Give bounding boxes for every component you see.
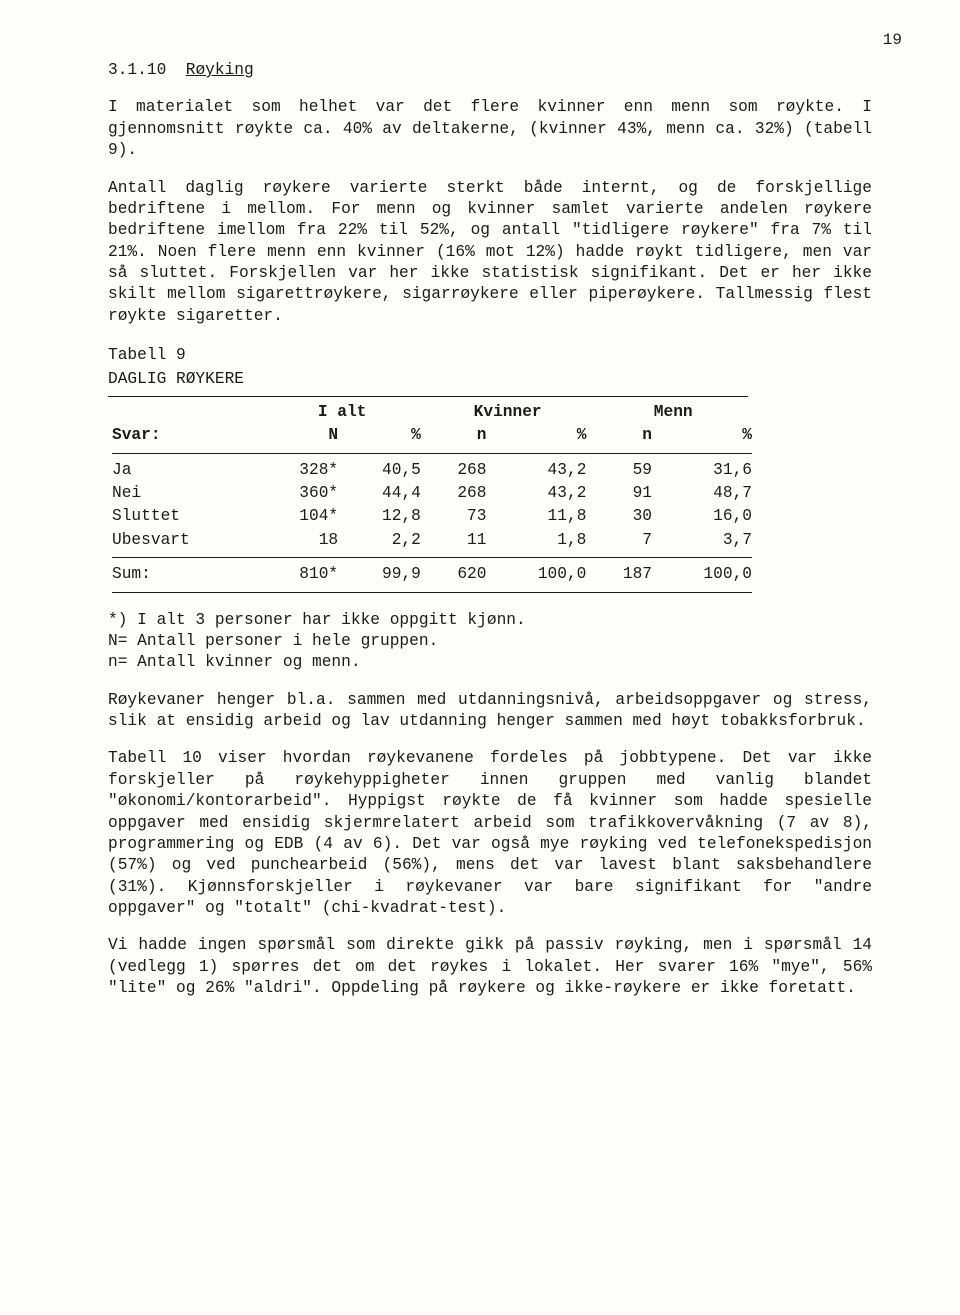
cell-mn: 59 <box>590 459 656 482</box>
col-svar: Svar: <box>108 424 259 447</box>
cell-label: Sum: <box>108 563 259 586</box>
table-row: Nei 360* 44,4 268 43,2 91 48,7 <box>108 482 756 505</box>
paragraph-1: I materialet som helhet var det flere kv… <box>108 97 872 161</box>
cell-label: Sluttet <box>108 505 259 528</box>
cell-mn: 7 <box>590 529 656 552</box>
col-group-kvinner: Kvinner <box>425 401 591 424</box>
cell-label: Ja <box>108 459 259 482</box>
cell-mpct: 31,6 <box>656 459 756 482</box>
cell-mn: 91 <box>590 482 656 505</box>
cell-kn: 620 <box>425 563 491 586</box>
cell-N: 328* <box>259 459 342 482</box>
table-rule-bottom <box>112 592 752 593</box>
cell-Npct: 2,2 <box>342 529 425 552</box>
document-page: 19 3.1.10 Røyking I materialet som helhe… <box>0 0 960 1315</box>
cell-mpct: 100,0 <box>656 563 756 586</box>
page-number: 19 <box>883 30 902 51</box>
footnote-2: N= Antall personer i hele gruppen. <box>108 631 872 652</box>
table-header-row-1: I alt Kvinner Menn <box>108 401 756 424</box>
table-rule-top <box>108 396 748 397</box>
table-row: Ja 328* 40,5 268 43,2 59 31,6 <box>108 459 756 482</box>
cell-label: Nei <box>108 482 259 505</box>
cell-Npct: 44,4 <box>342 482 425 505</box>
col-mn: n <box>590 424 656 447</box>
col-N: N <box>259 424 342 447</box>
col-kn: n <box>425 424 491 447</box>
cell-kpct: 1,8 <box>490 529 590 552</box>
cell-label: Ubesvart <box>108 529 259 552</box>
table-row: Ubesvart 18 2,2 11 1,8 7 3,7 <box>108 529 756 552</box>
col-kpct: % <box>490 424 590 447</box>
table-subtitle: DAGLIG RØYKERE <box>108 369 872 390</box>
cell-kn: 11 <box>425 529 491 552</box>
table-rule-header <box>112 453 752 454</box>
cell-kpct: 11,8 <box>490 505 590 528</box>
cell-Npct: 12,8 <box>342 505 425 528</box>
cell-mpct: 3,7 <box>656 529 756 552</box>
table-label: Tabell 9 <box>108 345 872 366</box>
cell-kpct: 43,2 <box>490 459 590 482</box>
section-title: Røyking <box>186 61 254 79</box>
paragraph-2: Antall daglig røykere varierte sterkt bå… <box>108 178 872 328</box>
cell-kn: 268 <box>425 459 491 482</box>
table-sum-row: Sum: 810* 99,9 620 100,0 187 100,0 <box>108 563 756 586</box>
table-footnotes: *) I alt 3 personer har ikke oppgitt kjø… <box>108 610 872 674</box>
table-rule-sum-top <box>112 557 752 558</box>
section-heading: 3.1.10 Røyking <box>108 60 872 81</box>
footnote-3: n= Antall kvinner og menn. <box>108 652 872 673</box>
cell-mn: 187 <box>590 563 656 586</box>
paragraph-3: Røykevaner henger bl.a. sammen med utdan… <box>108 690 872 733</box>
table-header-row-2: Svar: N % n % n % <box>108 424 756 447</box>
cell-N: 104* <box>259 505 342 528</box>
paragraph-5: Vi hadde ingen spørsmål som direkte gikk… <box>108 935 872 999</box>
cell-kpct: 43,2 <box>490 482 590 505</box>
cell-Npct: 40,5 <box>342 459 425 482</box>
cell-N: 810* <box>259 563 342 586</box>
cell-mpct: 48,7 <box>656 482 756 505</box>
footnote-1: *) I alt 3 personer har ikke oppgitt kjø… <box>108 610 872 631</box>
col-group-ialt: I alt <box>259 401 425 424</box>
cell-N: 360* <box>259 482 342 505</box>
cell-Npct: 99,9 <box>342 563 425 586</box>
col-pct: % <box>342 424 425 447</box>
col-group-menn: Menn <box>590 401 756 424</box>
cell-kn: 268 <box>425 482 491 505</box>
paragraph-4: Tabell 10 viser hvordan røykevanene ford… <box>108 748 872 919</box>
cell-kpct: 100,0 <box>490 563 590 586</box>
cell-mpct: 16,0 <box>656 505 756 528</box>
col-mpct: % <box>656 424 756 447</box>
cell-N: 18 <box>259 529 342 552</box>
smokers-table: I alt Kvinner Menn Svar: N % n % n % Ja … <box>108 401 756 598</box>
cell-mn: 30 <box>590 505 656 528</box>
table-row: Sluttet 104* 12,8 73 11,8 30 16,0 <box>108 505 756 528</box>
cell-kn: 73 <box>425 505 491 528</box>
section-number: 3.1.10 <box>108 61 166 79</box>
